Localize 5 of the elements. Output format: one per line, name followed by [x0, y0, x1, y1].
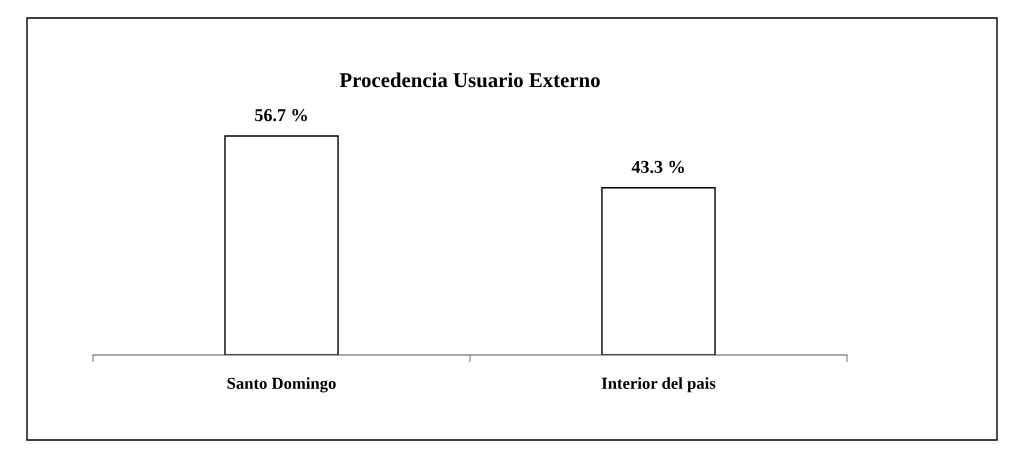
x-tick-label: Interior del pais — [601, 377, 716, 393]
data-label: 56.7 % — [255, 109, 307, 122]
chart-title: Procedencia Usuario Externo — [339, 72, 600, 88]
data-label: 43.3 % — [631, 160, 684, 174]
x-tick-label: Santo Domingo — [227, 377, 336, 393]
